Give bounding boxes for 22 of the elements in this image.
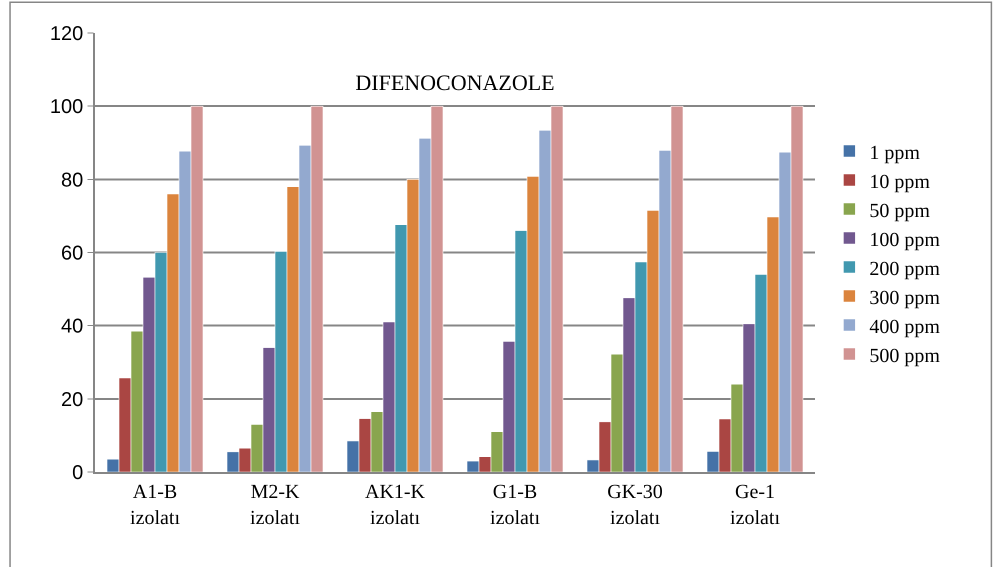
legend-label: 400 ppm: [869, 316, 940, 338]
text: DIFENOCONAZOLE: [355, 70, 555, 95]
x-tick-label: Ge-1 izolatı: [730, 480, 780, 529]
legend-label: 50 ppm: [869, 200, 930, 222]
x-tick-label: M2-K izolatı: [250, 480, 300, 529]
y-tick-label: 60: [61, 242, 84, 264]
legend-label: 10 ppm: [869, 170, 930, 193]
legend-label: 1 ppm: [869, 142, 920, 164]
legend-label: 200 ppm: [869, 258, 940, 280]
legend-label: 300 ppm: [869, 286, 940, 309]
y-tick-label: 0: [72, 462, 84, 484]
y-tick-label: 80: [61, 169, 84, 192]
y-tick-label: 120: [50, 23, 84, 45]
x-tick-label: GK-30 izolatı: [607, 480, 663, 529]
legend-label: 100 ppm: [869, 228, 940, 251]
y-tick-label: 20: [61, 388, 84, 411]
x-tick-label: G1-B izolatı: [490, 480, 540, 529]
x-tick-label: A1-B izolatı: [130, 480, 180, 529]
y-tick-label: 100: [50, 96, 84, 118]
legend-label: 500 ppm: [869, 344, 940, 367]
y-tick-label: 40: [61, 316, 84, 338]
x-tick-label: AK1-K izolatı: [365, 480, 426, 529]
